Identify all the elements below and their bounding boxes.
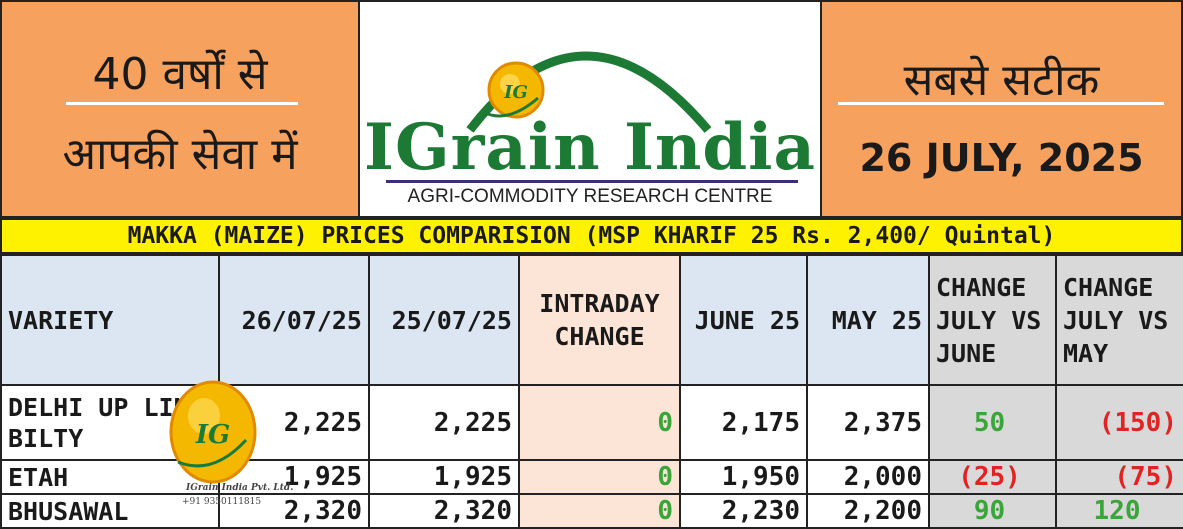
tagline-line1: 40 वर्षों से xyxy=(92,49,268,100)
header-june: JUNE 25 xyxy=(679,254,808,386)
price-cell: 2,225 xyxy=(368,384,520,461)
tagline-line2: आपकी सेवा में xyxy=(62,129,298,180)
report-title-banner: MAKKA (MAIZE) PRICES COMPARISION (MSP KH… xyxy=(0,218,1183,254)
price-cell: 1,925 xyxy=(368,459,520,495)
change-cell: 120 xyxy=(1055,493,1183,529)
intraday-cell: 0 xyxy=(518,493,681,529)
header-left-panel: 40 वर्षों से आपकी सेवा में xyxy=(0,0,360,218)
logo-badge: IG xyxy=(504,82,528,103)
price-cell: 2,175 xyxy=(679,384,808,461)
intraday-cell: 0 xyxy=(518,384,681,461)
report-date: 26 JULY, 2025 xyxy=(859,136,1144,180)
watermark-phone: +91 9350111815 xyxy=(182,497,262,507)
header-date-1: 26/07/25 xyxy=(218,254,370,386)
price-cell: 2,320 xyxy=(368,493,520,529)
logo-panel: IG IGrain India AGRI-COMMODITY RESEARCH … xyxy=(360,0,820,218)
change-cell: 90 xyxy=(928,493,1057,529)
table-header-row: VARIETY 26/07/25 25/07/25 INTRADAY CHANG… xyxy=(0,254,1183,386)
change-cell: (75) xyxy=(1055,459,1183,495)
accuracy-tagline: सबसे सटीक xyxy=(903,55,1100,106)
change-cell: 50 xyxy=(928,384,1057,461)
intraday-cell: 0 xyxy=(518,459,681,495)
table-row: DELHI UP LINE BILTY 2,225 2,225 0 2,175 … xyxy=(0,384,1183,461)
watermark-company: IGrain India Pvt. Ltd. xyxy=(186,483,294,493)
price-cell: 2,000 xyxy=(806,459,930,495)
table-row: ETAH 1,925 1,925 0 1,950 2,000 (25) (75) xyxy=(0,459,1183,495)
header-variety: VARIETY xyxy=(0,254,220,386)
watermark-logo-icon xyxy=(169,380,257,484)
watermark-badge: IG xyxy=(195,420,231,450)
logo-subtitle: AGRI-COMMODITY RESEARCH CENTRE xyxy=(407,186,773,207)
table-row: BHUSAWAL 2,320 2,320 0 2,230 2,200 90 12… xyxy=(0,493,1183,529)
price-cell: 2,320 xyxy=(218,493,370,529)
header-may: MAY 25 xyxy=(806,254,930,386)
header-date-2: 25/07/25 xyxy=(368,254,520,386)
price-cell: 2,375 xyxy=(806,384,930,461)
header-right-divider xyxy=(838,102,1164,105)
header-left-divider xyxy=(66,102,298,105)
price-cell: 2,200 xyxy=(806,493,930,529)
logo-divider xyxy=(386,180,798,183)
header-right-panel: सबसे सटीक 26 JULY, 2025 xyxy=(820,0,1183,218)
header-change-may: CHANGE JULY VS MAY xyxy=(1055,254,1183,386)
price-table: VARIETY 26/07/25 25/07/25 INTRADAY CHANG… xyxy=(0,254,1183,529)
header-intraday: INTRADAY CHANGE xyxy=(518,254,681,386)
header-change-june: CHANGE JULY VS JUNE xyxy=(928,254,1057,386)
logo-arc-icon xyxy=(466,51,712,133)
variety-cell: BHUSAWAL xyxy=(0,493,220,529)
price-cell: 1,950 xyxy=(679,459,808,495)
change-cell: (150) xyxy=(1055,384,1183,461)
logo-title: IGrain India xyxy=(364,110,816,185)
change-cell: (25) xyxy=(928,459,1057,495)
price-cell: 2,230 xyxy=(679,493,808,529)
